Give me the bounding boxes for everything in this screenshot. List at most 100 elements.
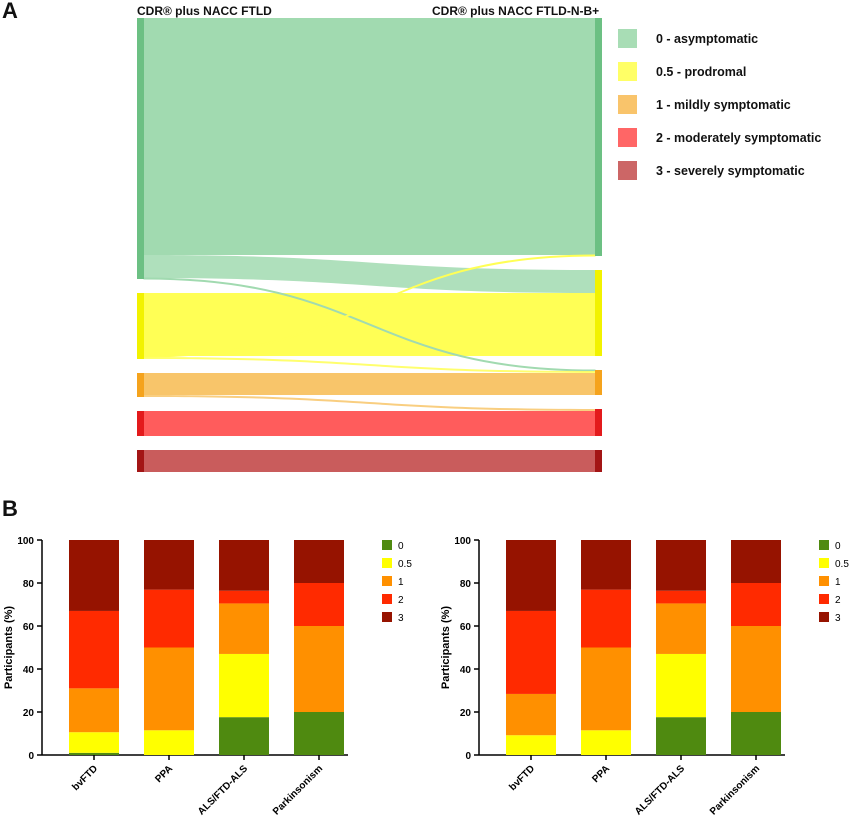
right-chart-bar-bvftd-3 — [506, 540, 556, 611]
sankey-node-left-3 — [137, 450, 144, 472]
left-chart-bar-ppa-1 — [144, 647, 194, 731]
left-chart-y-axis-label: Participants (%) — [3, 606, 15, 689]
legend-swatch-2 — [618, 128, 637, 147]
left-chart-bar-ppa-3 — [144, 540, 194, 590]
left-chart-legend-label-1: 1 — [398, 577, 404, 588]
left-chart-y-tick-label-20: 20 — [23, 708, 35, 719]
right-chart-x-tick-label-ppa: PPA — [590, 763, 612, 785]
legend-item-1: 1 - mildly symptomatic — [618, 88, 821, 121]
sankey-flows — [143, 18, 596, 472]
left-chart-bar-parkinsonism-1 — [294, 626, 344, 712]
right-chart-bar-bvftd-1 — [506, 693, 556, 736]
right-chart-bar-als-ftd-als-3 — [656, 540, 706, 591]
left-chart-bar-parkinsonism-0 — [294, 712, 344, 755]
sankey-flow-1-to-2 — [144, 395, 595, 411]
right-chart-bar-parkinsonism-1 — [731, 626, 781, 712]
right-chart-legend-swatch-2 — [819, 594, 829, 604]
right-chart-y-tick-label-20: 20 — [460, 708, 472, 719]
right-chart-bar-bvftd-2 — [506, 610, 556, 694]
left-chart-y-tick-label-80: 80 — [23, 579, 35, 590]
left-chart-legend-swatch-0 — [382, 540, 392, 550]
right-chart-legend-label-0: 0 — [835, 541, 841, 552]
right-chart-bar-parkinsonism-2 — [731, 583, 781, 626]
right-chart-legend-swatch-3 — [819, 612, 829, 622]
right-chart-y-tick-label-100: 100 — [454, 536, 471, 547]
left-chart-legend-swatch-0-5 — [382, 558, 392, 568]
right-chart-legend-label-0-5: 0.5 — [835, 559, 849, 570]
right-chart-bar-parkinsonism-3 — [731, 540, 781, 583]
sankey-node-right-0-5 — [595, 270, 602, 356]
legend-item-2: 2 - moderately symptomatic — [618, 121, 821, 154]
left-chart-legend-label-0-5: 0.5 — [398, 559, 412, 570]
right-chart-legend-label-3: 3 — [835, 613, 841, 624]
legend-label-05: 0.5 - prodromal — [656, 64, 747, 79]
sankey-node-left-0-5 — [137, 293, 144, 359]
panel-a-letter: A — [2, 0, 18, 23]
legend-swatch-1 — [618, 95, 637, 114]
right-chart-bar-ppa-3 — [581, 540, 631, 590]
left-chart-bar-als-ftd-als-1 — [219, 603, 269, 654]
sankey-flow-0-to-0-5 — [144, 255, 595, 293]
right-chart-x-tick-label-bvftd: bvFTD — [507, 763, 537, 793]
left-chart-legend-label-3: 3 — [398, 613, 404, 624]
sankey-node-right-3 — [595, 450, 602, 472]
right-chart-bar-als-ftd-als-0-5 — [656, 653, 706, 718]
panel-b-letter: B — [2, 496, 18, 521]
legend-label-0: 0 - asymptomatic — [656, 31, 759, 46]
legend-swatch-05 — [618, 62, 637, 81]
left-chart-bar-bvftd-1 — [69, 688, 119, 733]
right-chart-bar-als-ftd-als-0 — [656, 717, 706, 755]
left-chart-legend-label-2: 2 — [398, 595, 404, 606]
sankey-node-left-1 — [137, 373, 144, 397]
right-chart-legend-swatch-0 — [819, 540, 829, 550]
left-chart-bar-bvftd-3 — [69, 540, 119, 611]
right-chart-legend-label-2: 2 — [835, 595, 841, 606]
right-chart-y-axis-label: Participants (%) — [440, 606, 452, 689]
right-chart-bar-als-ftd-als-2 — [656, 590, 706, 604]
sankey-node-right-1 — [595, 370, 602, 395]
sankey-diagram — [137, 18, 602, 472]
legend-item-05: 0.5 - prodromal — [618, 55, 821, 88]
right-chart-y-tick-label-0: 0 — [465, 751, 471, 762]
left-chart-bar-als-ftd-als-2 — [219, 590, 269, 604]
left-chart-bar-als-ftd-als-0 — [219, 717, 269, 755]
left-chart-legend-swatch-1 — [382, 576, 392, 586]
legend-swatch-3 — [618, 161, 637, 180]
left-chart-bar-als-ftd-als-0-5 — [219, 653, 269, 718]
right-chart-y-tick-label-80: 80 — [460, 579, 472, 590]
sankey-flow-0-5-to-1 — [144, 357, 595, 373]
right-chart-bar-ppa-1 — [581, 647, 631, 731]
left-chart-bar-parkinsonism-2 — [294, 583, 344, 626]
left-chart-bar-ppa-2 — [144, 589, 194, 648]
left-chart-x-tick-label-ppa: PPA — [153, 763, 175, 785]
left-chart-bar-als-ftd-als-3 — [219, 540, 269, 591]
right-chart-bar-ppa-0-5 — [581, 730, 631, 755]
right-chart-bar-als-ftd-als-1 — [656, 603, 706, 654]
left-chart-y-tick-label-40: 40 — [23, 665, 35, 676]
right-chart-x-tick-label-als-ftd-als: ALS/FTD-ALS — [633, 763, 687, 817]
legend-item-0: 0 - asymptomatic — [618, 22, 821, 55]
right-chart-bar-ppa-2 — [581, 589, 631, 648]
legend-item-3: 3 - severely symptomatic — [618, 154, 821, 187]
left-chart-x-tick-label-als-ftd-als: ALS/FTD-ALS — [196, 763, 250, 817]
sankey-flow-2-to-2 — [144, 411, 595, 436]
sankey-node-right-2 — [595, 409, 602, 436]
sankey-right-title: CDR® plus NACC FTLD-N-B+ — [432, 4, 600, 18]
sankey-flow-0-to-0 — [144, 18, 595, 255]
left-chart-y-tick-label-0: 0 — [28, 751, 34, 762]
left-chart-legend-swatch-3 — [382, 612, 392, 622]
right-chart-legend-swatch-1 — [819, 576, 829, 586]
left-chart-legend-swatch-2 — [382, 594, 392, 604]
right-chart-bar-bvftd-0-5 — [506, 735, 556, 755]
sankey-flow-1-to-1 — [144, 373, 595, 395]
left-chart-bar-bvftd-0 — [69, 752, 119, 755]
right-chart-y-tick-label-60: 60 — [460, 622, 472, 633]
right-chart-legend-swatch-0-5 — [819, 558, 829, 568]
sankey-legend: 0 - asymptomatic 0.5 - prodromal 1 - mil… — [618, 22, 821, 187]
sankey-left-title: CDR® plus NACC FTLD — [137, 4, 272, 18]
legend-label-3: 3 - severely symptomatic — [656, 163, 805, 178]
legend-label-2: 2 - moderately symptomatic — [656, 130, 822, 145]
sankey-node-right-0 — [595, 18, 602, 256]
left-chart-x-tick-label-bvftd: bvFTD — [70, 763, 100, 793]
